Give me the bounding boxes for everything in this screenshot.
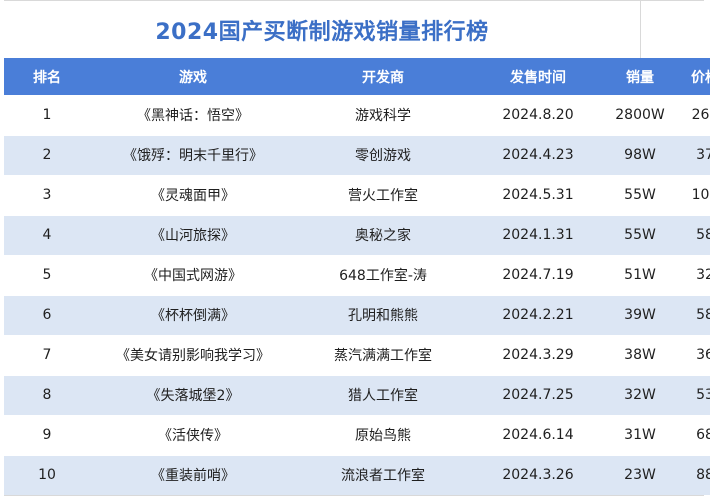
cell-release-date[interactable]: 2024.1.31 [470,215,606,256]
table-row: 1 《黑神话：悟空》 游戏科学 2024.8.20 2800W 268 [4,95,710,136]
cell-release-date[interactable]: 2024.3.26 [470,455,606,496]
empty-cell[interactable] [641,1,704,59]
cell-developer[interactable]: 流浪者工作室 [296,455,470,496]
cell-sales[interactable]: 32W [606,375,674,416]
cell-game[interactable]: 《中国式网游》 [90,255,296,296]
header-developer[interactable]: 开发商 [362,69,404,86]
header-release-date[interactable]: 发售时间 [510,69,566,86]
cell-price[interactable]: 268 [674,95,710,136]
title-row: 2024国产买断制游戏销量排行榜 [4,0,704,60]
cell-sales[interactable]: 51W [606,255,674,296]
cell-rank[interactable]: 2 [4,135,90,176]
cell-sales[interactable]: 38W [606,335,674,376]
table-row: 10 《重装前哨》 流浪者工作室 2024.3.26 23W 88 [4,455,710,496]
cell-developer[interactable]: 营火工作室 [296,175,470,216]
table-row: 2 《饿殍：明末千里行》 零创游戏 2024.4.23 98W 37 [4,135,710,176]
ranking-table: 排名 游戏 开发商 发售时间 销量 价格 1 《黑神话：悟空》 游戏科学 202… [4,58,710,496]
cell-price[interactable]: 108 [674,175,710,216]
header-sales[interactable]: 销量 [626,69,654,86]
cell-sales[interactable]: 98W [606,135,674,176]
cell-sales[interactable]: 55W [606,215,674,256]
page-title: 2024国产买断制游戏销量排行榜 [155,20,489,45]
cell-price[interactable]: 68 [674,415,710,456]
cell-rank[interactable]: 8 [4,375,90,416]
cell-price[interactable]: 32 [674,255,710,296]
cell-sales[interactable]: 55W [606,175,674,216]
cell-game[interactable]: 《重装前哨》 [90,455,296,496]
cell-release-date[interactable]: 2024.7.25 [470,375,606,416]
cell-sales[interactable]: 2800W [606,95,674,136]
table-row: 6 《杯杯倒满》 孔明和熊熊 2024.2.21 39W 58 [4,295,710,336]
cell-developer[interactable]: 648工作室-涛 [296,255,470,296]
cell-developer[interactable]: 奥秘之家 [296,215,470,256]
cell-rank[interactable]: 9 [4,415,90,456]
cell-price[interactable]: 36 [674,335,710,376]
header-row: 排名 游戏 开发商 发售时间 销量 价格 [4,58,710,95]
header-game[interactable]: 游戏 [179,69,207,86]
cell-release-date[interactable]: 2024.8.20 [470,95,606,136]
cell-price[interactable]: 58 [674,295,710,336]
cell-price[interactable]: 88 [674,455,710,496]
cell-game[interactable]: 《活侠传》 [90,415,296,456]
table-row: 4 《山河旅探》 奥秘之家 2024.1.31 55W 58 [4,215,710,256]
header-price[interactable]: 价格 [691,69,710,86]
cell-sales[interactable]: 23W [606,455,674,496]
cell-release-date[interactable]: 2024.5.31 [470,175,606,216]
table-row: 9 《活侠传》 原始鸟熊 2024.6.14 31W 68 [4,415,710,456]
cell-rank[interactable]: 7 [4,335,90,376]
cell-price[interactable]: 37 [674,135,710,176]
cell-release-date[interactable]: 2024.6.14 [470,415,606,456]
cell-game[interactable]: 《黑神话：悟空》 [90,95,296,136]
cell-developer[interactable]: 孔明和熊熊 [296,295,470,336]
cell-sales[interactable]: 31W [606,415,674,456]
cell-rank[interactable]: 10 [4,455,90,496]
cell-sales[interactable]: 39W [606,295,674,336]
cell-developer[interactable]: 游戏科学 [296,95,470,136]
header-rank[interactable]: 排名 [33,69,61,86]
cell-game[interactable]: 《灵魂面甲》 [90,175,296,216]
title-cell[interactable]: 2024国产买断制游戏销量排行榜 [4,1,641,59]
cell-game[interactable]: 《美女请别影响我学习》 [90,335,296,376]
cell-game[interactable]: 《饿殍：明末千里行》 [90,135,296,176]
cell-rank[interactable]: 1 [4,95,90,136]
table-row: 7 《美女请别影响我学习》 蒸汽满满工作室 2024.3.29 38W 36 [4,335,710,376]
cell-release-date[interactable]: 2024.7.19 [470,255,606,296]
table-row: 3 《灵魂面甲》 营火工作室 2024.5.31 55W 108 [4,175,710,216]
table-row: 8 《失落城堡2》 猎人工作室 2024.7.25 32W 53 [4,375,710,416]
cell-release-date[interactable]: 2024.2.21 [470,295,606,336]
cell-game[interactable]: 《山河旅探》 [90,215,296,256]
cell-developer[interactable]: 猎人工作室 [296,375,470,416]
cell-release-date[interactable]: 2024.3.29 [470,335,606,376]
cell-release-date[interactable]: 2024.4.23 [470,135,606,176]
cell-developer[interactable]: 蒸汽满满工作室 [296,335,470,376]
cell-developer[interactable]: 原始鸟熊 [296,415,470,456]
cell-rank[interactable]: 4 [4,215,90,256]
cell-rank[interactable]: 5 [4,255,90,296]
cell-rank[interactable]: 6 [4,295,90,336]
cell-price[interactable]: 53 [674,375,710,416]
cell-game[interactable]: 《杯杯倒满》 [90,295,296,336]
table-row: 5 《中国式网游》 648工作室-涛 2024.7.19 51W 32 [4,255,710,296]
cell-price[interactable]: 58 [674,215,710,256]
cell-rank[interactable]: 3 [4,175,90,216]
cell-developer[interactable]: 零创游戏 [296,135,470,176]
divider [4,495,704,496]
cell-game[interactable]: 《失落城堡2》 [90,375,296,416]
